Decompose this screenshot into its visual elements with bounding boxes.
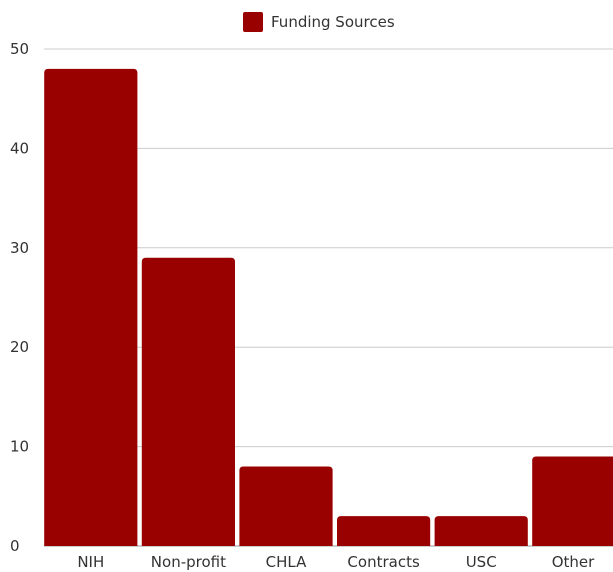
bar-non-profit [141,257,235,546]
legend: Funding Sources [243,12,395,32]
x-tick-label-other: Other [552,553,595,571]
x-tick-label-nih: NIH [77,553,104,571]
legend-label: Funding Sources [271,13,395,31]
x-tick-label-usc: USC [466,553,497,571]
bar-contracts [337,516,431,546]
y-tick-label-40: 40 [10,139,29,157]
bar-nih [44,68,138,546]
y-tick-label-0: 0 [10,537,20,555]
y-tick-label-30: 30 [10,239,29,257]
x-tick-label-non-profit: Non-profit [151,553,226,571]
y-tick-label-10: 10 [10,438,29,456]
x-tick-label-chla: CHLA [266,553,307,571]
bar-chla [239,466,333,546]
legend-swatch [243,12,263,32]
y-axis-ticks: 0 10 20 30 40 50 [10,40,29,555]
bars [44,68,613,546]
x-axis-ticks: NIH Non-profit CHLA Contracts USC Other [77,553,595,571]
x-tick-label-contracts: Contracts [347,553,420,571]
y-tick-label-20: 20 [10,338,29,356]
y-tick-label-50: 50 [10,40,29,58]
bar-usc [434,516,528,546]
bar-other [532,456,613,546]
